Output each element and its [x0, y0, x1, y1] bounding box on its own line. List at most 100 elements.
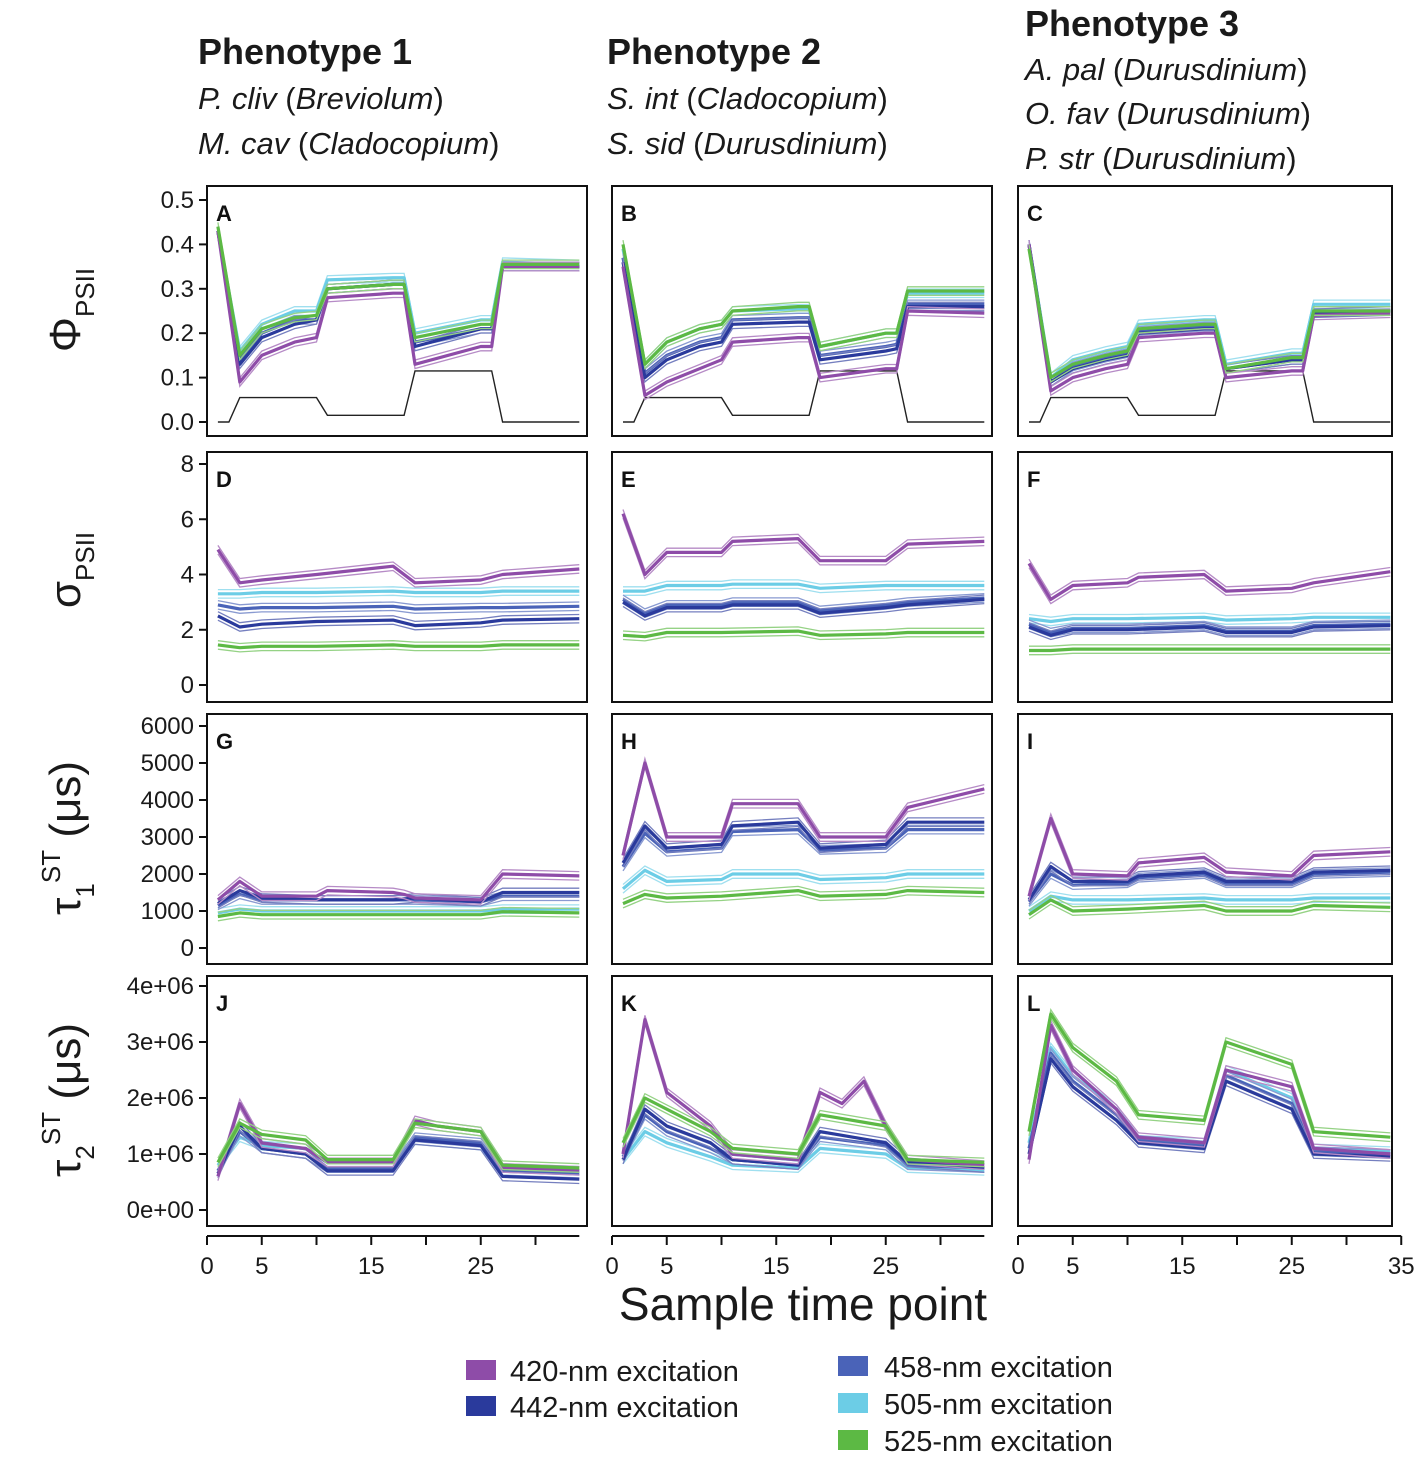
series-replicate-442: [622, 1112, 985, 1173]
series-line-505: [1028, 894, 1391, 913]
series-line-458: [621, 827, 985, 868]
legend-label: 505-nm excitation: [884, 1389, 1113, 1421]
series-replicate-525: [1029, 652, 1391, 656]
legend-swatch: [466, 1360, 496, 1380]
y-tick-label: 0: [181, 935, 194, 962]
y-tick-label: 0.2: [161, 320, 194, 347]
series-line-525: [622, 629, 985, 639]
y-tick-label: 4e+06: [127, 973, 194, 1000]
series-line-525: [1029, 647, 1391, 653]
series-line-420: [621, 761, 985, 856]
legend-item-525: 525-nm excitation: [838, 1426, 1113, 1458]
series-replicate-442: [1028, 861, 1391, 896]
series-replicate-505: [217, 904, 580, 910]
y-tick-label: 0.1: [161, 365, 194, 392]
series-replicate-420: [622, 270, 985, 401]
series-replicate-442: [217, 885, 580, 900]
series-replicate-525: [217, 640, 580, 645]
series-replicate-525: [1028, 903, 1391, 920]
header-title: Phenotype 1: [198, 31, 412, 72]
x-tick-label: 15: [358, 1253, 385, 1280]
y-tick-label: 2000: [141, 861, 194, 888]
series-line-525: [622, 888, 985, 906]
series-line-442: [1028, 624, 1391, 637]
series-line-525: [217, 643, 580, 650]
panel-H: H: [611, 713, 993, 965]
series-line-525: [1027, 1012, 1391, 1139]
panel-frame: [206, 975, 588, 1227]
panel-J: J 0e+00 1e+06 2e+06 3e+06 4e+06 0 5 15 25: [127, 973, 588, 1280]
legend: 420-nm excitation 442-nm excitation 458-…: [466, 1352, 1113, 1458]
series-replicate-420: [217, 235, 580, 388]
x-tick-label: 5: [660, 1253, 673, 1280]
y-tick-label: 0e+00: [127, 1197, 194, 1224]
panel-G: G 0 1000 2000 3000 4000 5000 6000: [141, 713, 588, 965]
legend-swatch: [466, 1396, 496, 1416]
x-tick-label: 0: [200, 1253, 213, 1280]
series-line-458: [217, 603, 580, 611]
series-line-525: [216, 226, 580, 357]
series-line-525: [1028, 898, 1391, 917]
legend-label: 420-nm excitation: [510, 1356, 739, 1388]
panel-letter: F: [1027, 467, 1040, 492]
series-replicate-442: [622, 825, 985, 868]
legend-item-505: 505-nm excitation: [838, 1389, 1113, 1421]
series-replicate-525: [217, 1126, 580, 1173]
series-replicate-505: [1028, 612, 1391, 618]
panel-letter: D: [216, 467, 232, 492]
y-axis-title-tau2: τ2ST (μs): [36, 1023, 100, 1177]
y-tick-label: 6000: [141, 713, 194, 740]
series-replicate-442: [622, 266, 985, 384]
x-tick-label: 35: [1388, 1253, 1415, 1280]
y-tick-label: 0.5: [161, 187, 194, 214]
series-replicate-525: [1028, 252, 1391, 383]
header-line: P. cliv (Breviolum): [198, 81, 444, 116]
y-tick-label: 6: [181, 506, 194, 533]
y-tick-label: 0.3: [161, 276, 194, 303]
series-replicate-505: [622, 1135, 985, 1176]
panel-frame: [611, 975, 993, 1227]
series-line-442: [621, 261, 985, 380]
panel-letter: L: [1027, 991, 1040, 1016]
y-tick-label: 8: [181, 451, 194, 478]
series-line-442: [621, 1107, 985, 1170]
series-replicate-505: [623, 579, 985, 588]
series-replicate-442: [1028, 620, 1391, 632]
x-tick-label: 15: [763, 1253, 790, 1280]
y-tick-label: 2e+06: [127, 1085, 194, 1112]
series-replicate-420: [1028, 248, 1391, 397]
header-line: M. cav (Cladocopium): [198, 126, 500, 161]
y-tick-label: 1e+06: [127, 1141, 194, 1168]
y-axis-title-tau1: τ1ST (μs): [36, 761, 100, 915]
series-line-420: [216, 230, 580, 384]
light-protocol-line: [217, 370, 580, 423]
legend-label: 525-nm excitation: [884, 1426, 1113, 1458]
header-title: Phenotype 3: [1025, 3, 1239, 44]
panel-letter: J: [216, 991, 228, 1016]
series-replicate-420: [217, 553, 580, 588]
series-replicate-442: [217, 894, 580, 909]
series-line-525: [217, 910, 580, 919]
header-line: A. pal (Durusdinium): [1023, 52, 1308, 87]
legend-item-420: 420-nm excitation: [466, 1356, 739, 1388]
series-line-525: [621, 1096, 985, 1164]
panel-frame: [1017, 713, 1393, 965]
series-replicate-525: [217, 906, 580, 913]
series-replicate-525: [622, 885, 985, 900]
y-tick-label: 5000: [141, 750, 194, 777]
series-replicate-442: [217, 611, 580, 624]
series-replicate-442: [622, 817, 985, 859]
panel-frame: [1017, 975, 1393, 1227]
series-replicate-505: [622, 873, 985, 894]
series-replicate-525: [622, 1092, 985, 1159]
legend-item-458: 458-nm excitation: [838, 1352, 1113, 1384]
series-replicate-458: [217, 608, 580, 614]
y-axis-title-phi: ΦPSII: [41, 268, 100, 352]
series-replicate-525: [622, 1101, 985, 1168]
panel-A: A 0.0 0.1 0.2 0.3 0.4 0.5: [161, 185, 588, 437]
panel-letter: G: [216, 729, 233, 754]
header-line: S. sid (Durusdinium): [607, 126, 888, 161]
y-tick-label: 2: [181, 617, 194, 644]
x-tick-label: 25: [467, 1253, 494, 1280]
series-replicate-458: [622, 833, 985, 872]
